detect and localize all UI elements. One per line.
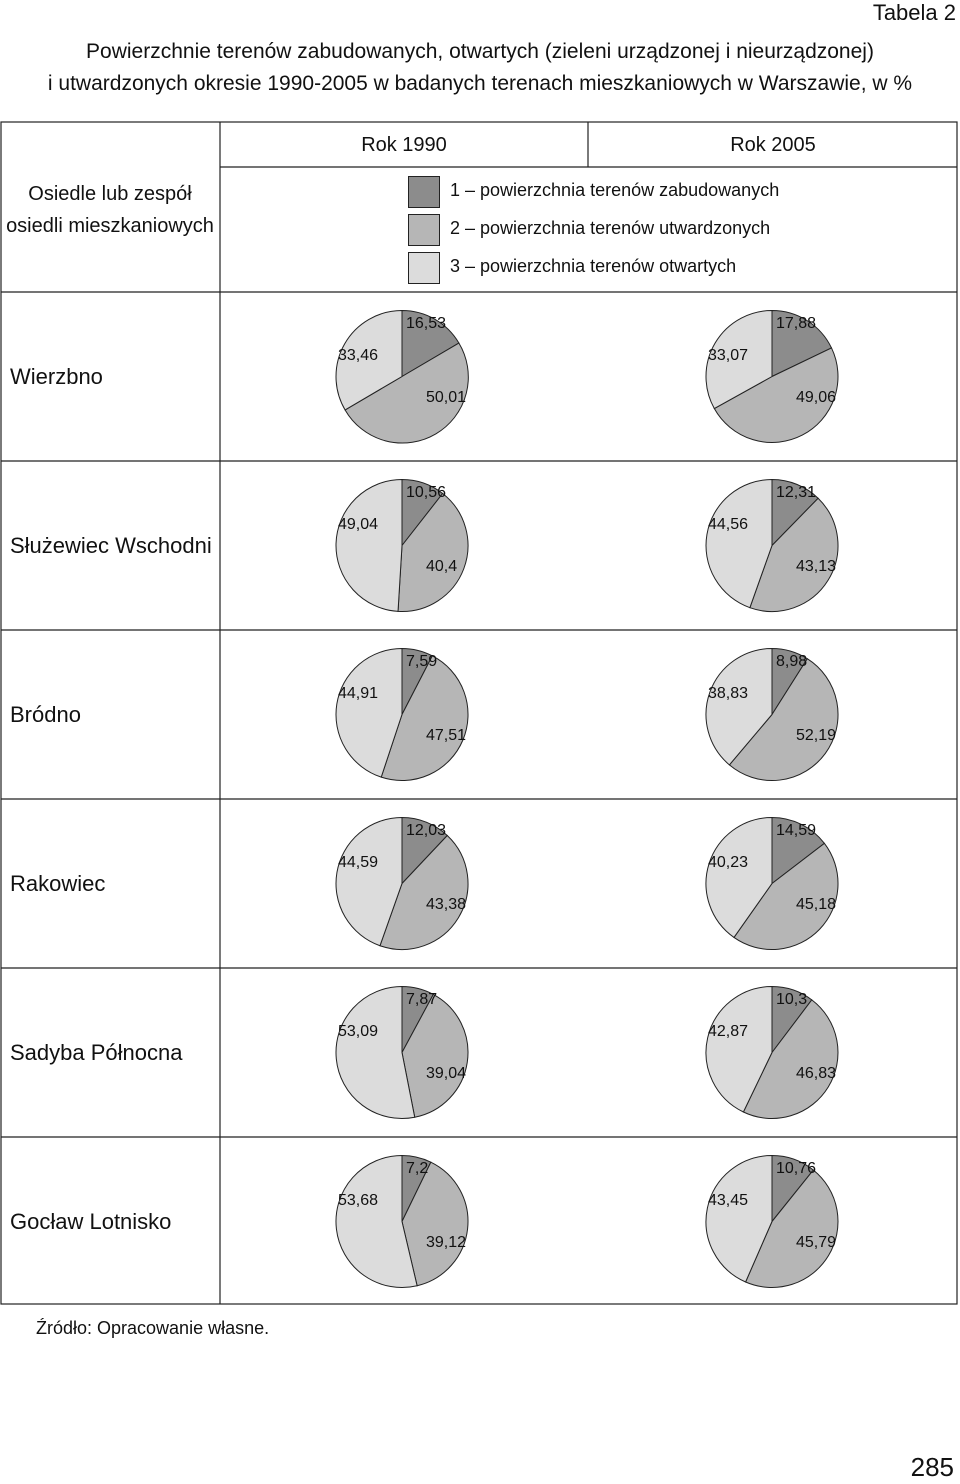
- pie-wierzbno-1990-open-label: 33,46: [337, 346, 378, 364]
- pie-brodno-2005-open-slice: [705, 647, 773, 766]
- pie-wierzbno-1990-built-slice: [401, 309, 460, 378]
- pie-sluzewiec-wschodni-2005-open-slice: [705, 478, 773, 609]
- table-label: Tabela 2: [872, 0, 956, 25]
- pie-sluzewiec-wschodni-1990-paved-slice: [397, 492, 469, 612]
- pie-rakowiec-1990-paved-label: 43,38: [426, 895, 467, 913]
- pie-sadyba-polnocna-2005-paved-slice: [742, 999, 839, 1119]
- pie-rakowiec-2005-paved-slice: [733, 842, 839, 951]
- pie-sluzewiec-wschodni-2005-built-label: 12,31: [776, 483, 817, 501]
- pie-goclaw-lotnisko-2005-paved-label: 45,79: [796, 1233, 837, 1251]
- pie-rakowiec-2005-built-label: 14,59: [776, 821, 817, 839]
- pie-wierzbno-1990-paved-label: 50,01: [426, 388, 467, 406]
- pie-rakowiec-1990-open-label: 44,59: [337, 853, 378, 871]
- pie-rakowiec-1990-built-label: 12,03: [406, 821, 447, 839]
- legend-label-open: 3 – powierzchnia terenów otwartych: [450, 256, 737, 276]
- pie-wierzbno-2005-open-label: 33,07: [707, 346, 748, 364]
- pie-sadyba-polnocna-1990-paved-slice: [401, 993, 469, 1118]
- pie-goclaw-lotnisko-1990-open-label: 53,68: [337, 1191, 378, 1209]
- pie-goclaw-lotnisko-2005-paved-slice: [744, 1169, 839, 1288]
- pie-sadyba-polnocna-1990-open-label: 53,09: [337, 1022, 378, 1040]
- pie-brodno-2005-open-label: 38,83: [707, 684, 748, 702]
- pie-goclaw-lotnisko-1990-open-slice: [335, 1154, 418, 1288]
- row-label-wierzbno: Wierzbno: [10, 364, 103, 389]
- pie-sadyba-polnocna-2005-built-label: 10,3: [776, 990, 808, 1008]
- legend-label-built: 1 – powierzchnia terenów zabudowanych: [450, 180, 780, 200]
- pie-charts: [335, 309, 839, 1288]
- column-header-settlement: Osiedle lub zespół osiedli mieszkaniowyc…: [6, 183, 214, 237]
- pie-wierzbno-2005-built-slice: [771, 309, 833, 378]
- pie-sluzewiec-wschodni-1990-built-label: 10,56: [406, 483, 447, 501]
- row-label-sadyba: Sadyba Północna: [10, 1040, 183, 1065]
- pie-rakowiec-1990-paved-slice: [379, 834, 469, 950]
- pie-goclaw-lotnisko-1990-paved-label: 39,12: [426, 1233, 467, 1251]
- pie-brodno-2005-paved-slice: [728, 658, 839, 782]
- pie-wierzbno-1990-paved-slice: [344, 342, 469, 444]
- pie-sluzewiec-wschodni-2005-open-label: 44,56: [707, 515, 748, 533]
- pie-goclaw-lotnisko-2005-open-label: 43,45: [707, 1191, 748, 1209]
- pie-rakowiec-2005-open-slice: [705, 816, 773, 939]
- pie-sadyba-polnocna-2005-paved-label: 46,83: [796, 1064, 837, 1082]
- pie-goclaw-lotnisko-1990-paved-slice: [401, 1161, 469, 1287]
- column-header-1990: Rok 1990: [361, 134, 447, 156]
- pie-goclaw-lotnisko-1990-built-label: 7,2: [406, 1159, 429, 1177]
- pie-brodno-1990-open-slice: [335, 647, 403, 778]
- pie-sluzewiec-wschodni-2005-paved-slice: [749, 497, 839, 612]
- pie-goclaw-lotnisko-2005-open-slice: [705, 1154, 773, 1283]
- pie-wierzbno-1990-open-slice: [335, 309, 403, 411]
- legend-swatch-open: [408, 252, 440, 284]
- pie-brodno-2005-paved-label: 52,19: [796, 726, 837, 744]
- pie-sadyba-polnocna-1990-built-label: 7,87: [406, 990, 438, 1008]
- pie-rakowiec-2005-built-slice: [771, 816, 826, 885]
- pie-sadyba-polnocna-2005-open-slice: [705, 985, 773, 1113]
- legend-swatch-paved: [408, 214, 440, 246]
- pie-brodno-1990-built-label: 7,59: [406, 652, 438, 670]
- pie-rakowiec-1990-open-slice: [335, 816, 403, 947]
- table-borders: [0, 121, 958, 1305]
- pie-sluzewiec-wschodni-2005-paved-label: 43,13: [796, 557, 837, 575]
- row-label-goclaw: Gocław Lotnisko: [10, 1209, 172, 1234]
- pie-sluzewiec-wschodni-1990-open-label: 49,04: [337, 515, 378, 533]
- pie-brodno-1990-open-label: 44,91: [337, 684, 378, 702]
- pie-rakowiec-2005-open-label: 40,23: [707, 853, 748, 871]
- pie-wierzbno-1990-built-label: 16,53: [406, 314, 447, 332]
- pie-wierzbno-2005-open-slice: [705, 309, 773, 410]
- row-label-rakowiec: Rakowiec: [10, 871, 106, 896]
- legend-swatch-built: [408, 176, 440, 208]
- pie-wierzbno-2005-built-label: 17,88: [776, 314, 817, 332]
- pie-rakowiec-2005-paved-label: 45,18: [796, 895, 837, 913]
- pie-sadyba-polnocna-2005-open-label: 42,87: [707, 1022, 748, 1040]
- pie-wierzbno-2005-paved-slice: [713, 347, 839, 443]
- pie-brodno-1990-paved-label: 47,51: [426, 726, 467, 744]
- page-number: 285: [910, 1452, 954, 1482]
- pie-wierzbno-2005-paved-label: 49,06: [796, 388, 837, 406]
- pie-brodno-1990-paved-slice: [380, 655, 469, 781]
- pie-sluzewiec-wschodni-1990-paved-label: 40,4: [426, 557, 458, 575]
- pie-brodno-2005-built-label: 8,98: [776, 652, 808, 670]
- legend-label-paved: 2 – powierzchnia terenów utwardzonych: [450, 218, 771, 238]
- pie-sadyba-polnocna-1990-open-slice: [335, 985, 416, 1119]
- row-label-brodno: Bródno: [10, 702, 81, 727]
- table-title-line-2: i utwardzonych okresie 1990-2005 w badan…: [47, 72, 913, 95]
- table-title-line-1: Powierzchnie terenów zabudowanych, otwar…: [86, 40, 874, 63]
- source-note: Źródło: Opracowanie własne.: [36, 1318, 270, 1338]
- column-header-2005: Rok 2005: [730, 134, 816, 156]
- pie-sluzewiec-wschodni-1990-open-slice: [335, 478, 403, 612]
- pie-sadyba-polnocna-1990-paved-label: 39,04: [426, 1064, 467, 1082]
- pie-goclaw-lotnisko-2005-built-label: 10,76: [776, 1159, 817, 1177]
- row-label-sluzewiec: Służewiec Wschodni: [10, 533, 212, 558]
